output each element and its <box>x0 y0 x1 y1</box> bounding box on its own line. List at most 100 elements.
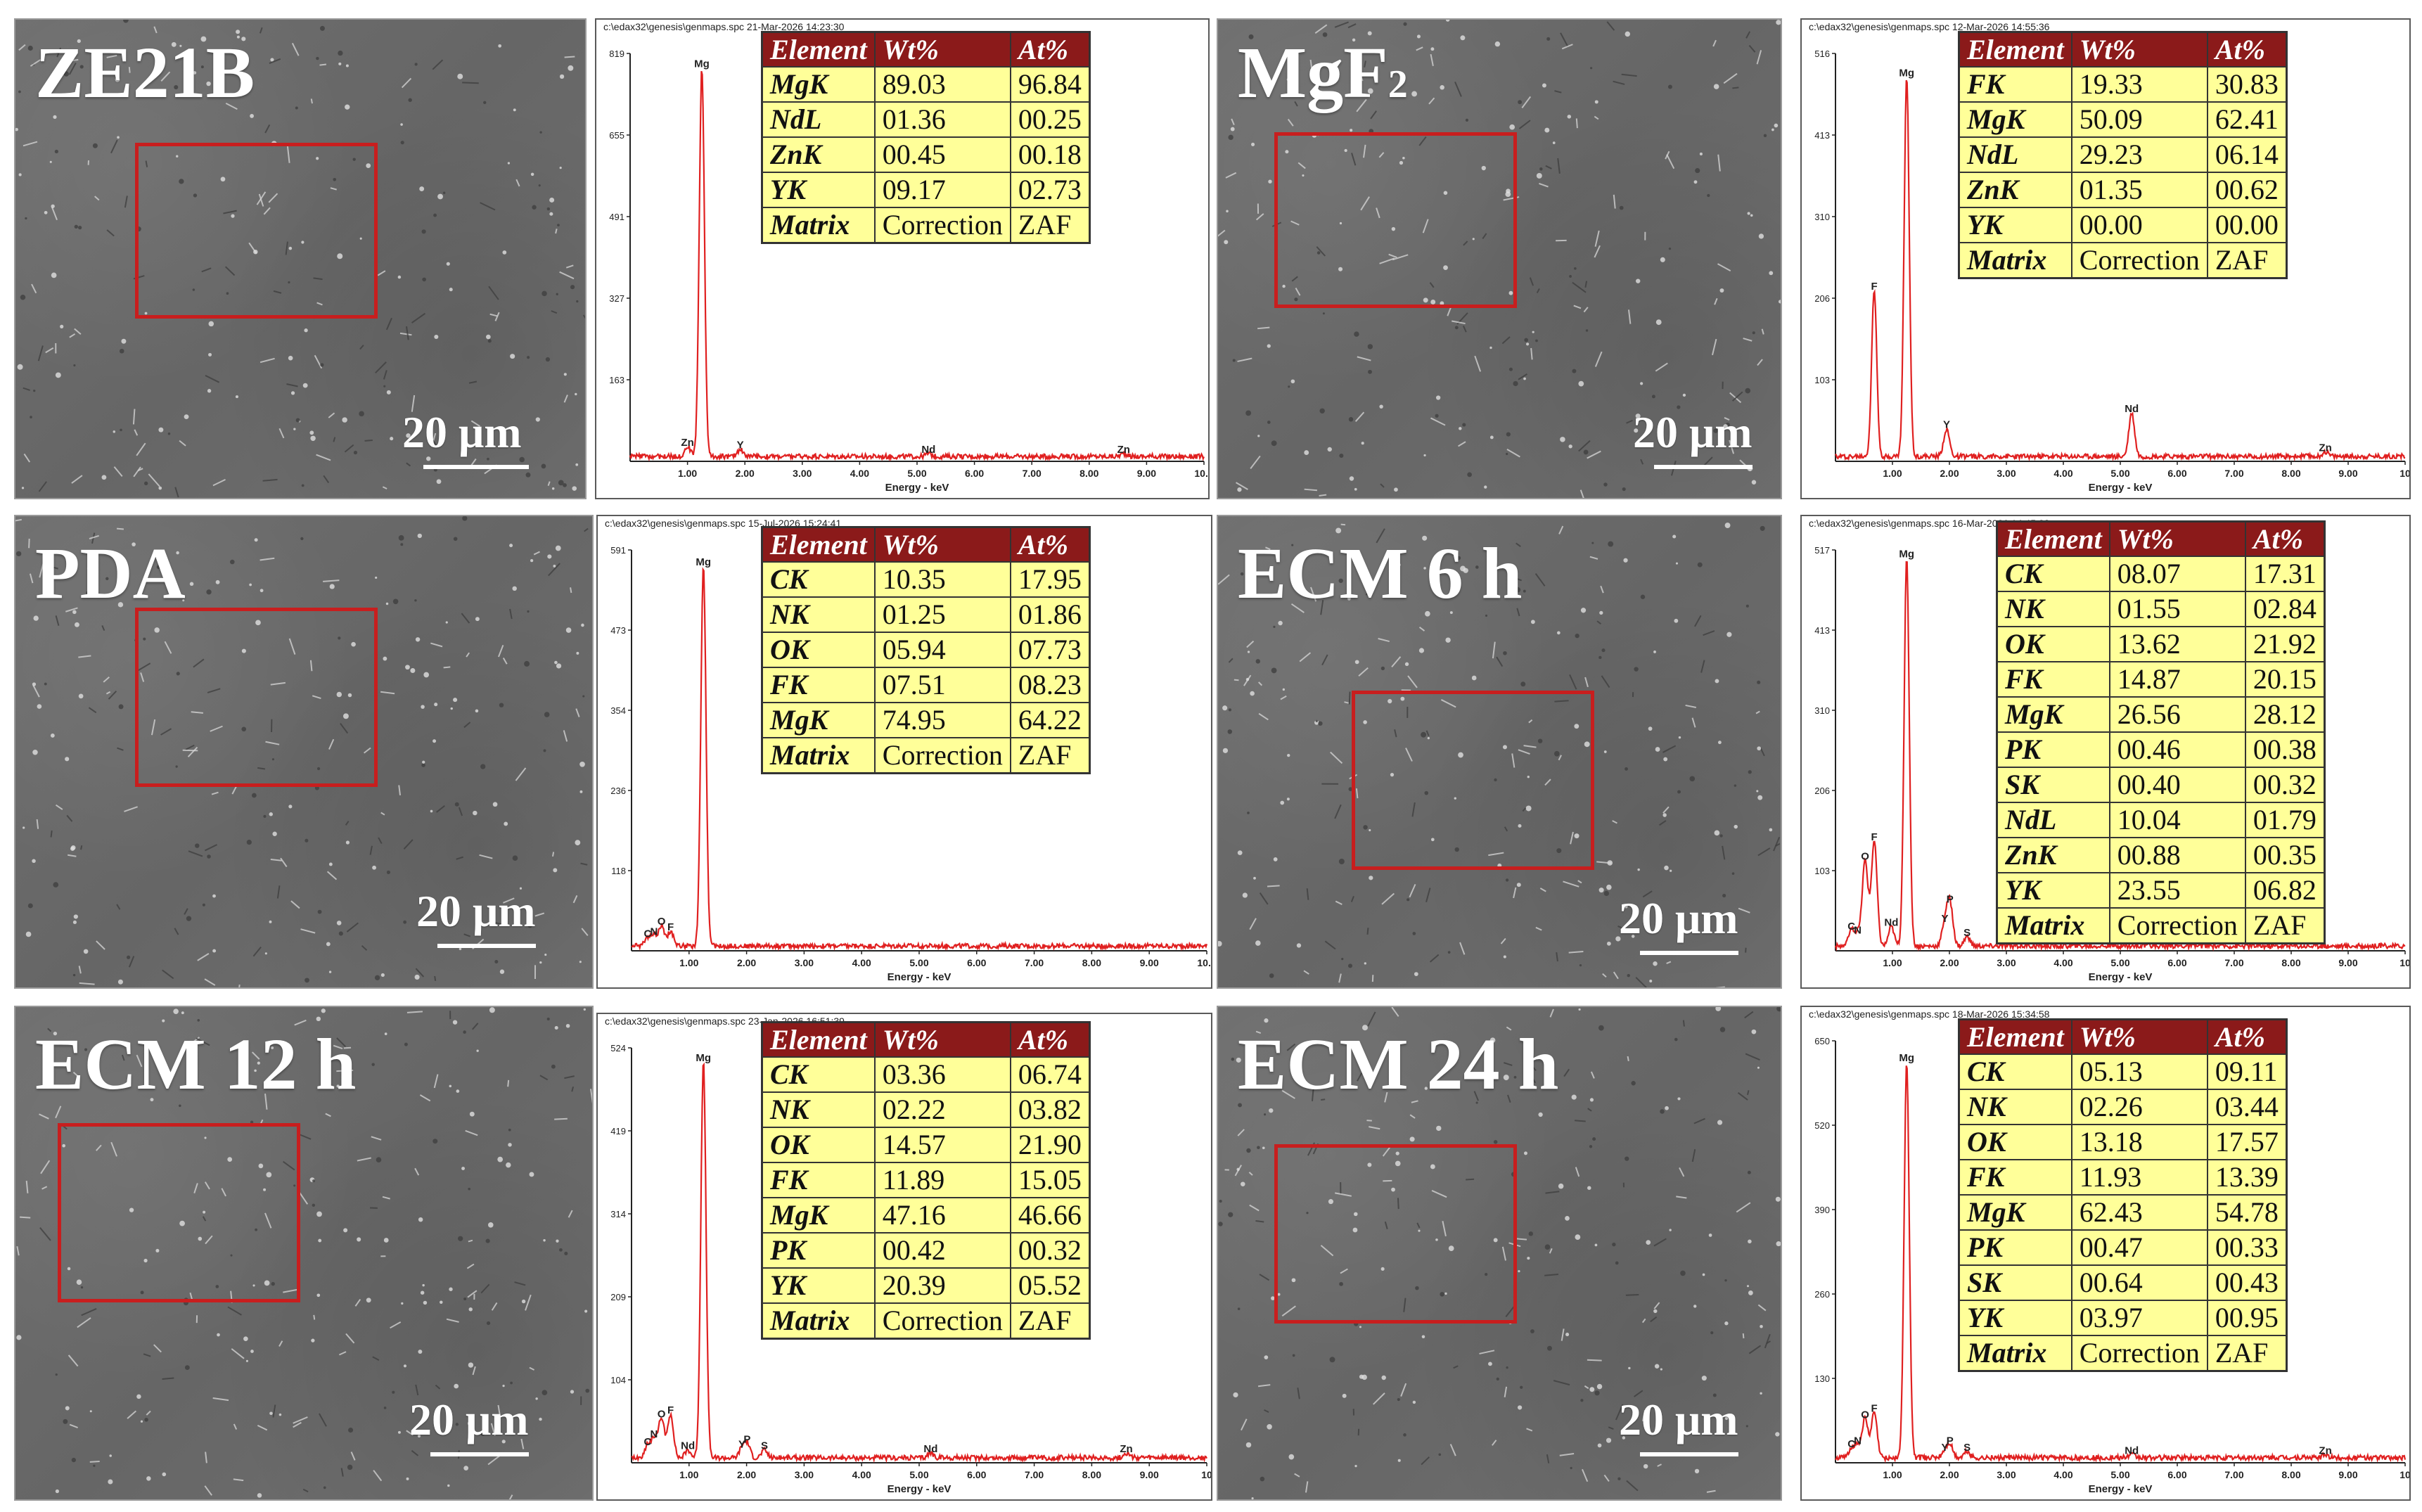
y-tick-label: 206 <box>1814 293 1830 304</box>
table-row: YK 20.39 05.52 <box>761 1267 1091 1304</box>
x-tick-label: 3.00 <box>1997 468 2016 479</box>
peak-label: Y <box>738 1438 745 1450</box>
y-tick-label: 516 <box>1814 49 1830 59</box>
table-row: PK 00.42 00.32 <box>761 1232 1091 1269</box>
peak-label: F <box>1871 831 1877 843</box>
table-row: Matrix Correction ZAF <box>761 1302 1091 1340</box>
element-cell: Matrix <box>761 207 876 244</box>
value-cell: 00.95 <box>2206 1300 2288 1336</box>
y-tick-label: 473 <box>610 625 626 636</box>
x-tick-label: 8.00 <box>2281 1469 2300 1480</box>
column-header: Element <box>761 1021 876 1058</box>
y-tick-label: 819 <box>609 49 624 59</box>
peak-label: Y <box>1942 1442 1949 1454</box>
table-row: NdL 01.36 00.25 <box>761 101 1091 138</box>
value-cell: 03.44 <box>2206 1089 2288 1125</box>
x-tick-label: 7.00 <box>1023 468 1042 479</box>
value-cell: 64.22 <box>1009 702 1091 738</box>
value-cell: 62.41 <box>2206 101 2288 138</box>
value-cell: 14.57 <box>873 1127 1011 1163</box>
value-cell: 89.03 <box>873 66 1011 103</box>
y-tick-label: 103 <box>1814 866 1830 876</box>
table-row: YK 03.97 00.95 <box>1958 1300 2288 1336</box>
x-tick-label: 10 <box>2399 957 2409 968</box>
peak-label: Nd <box>923 1443 937 1455</box>
table-row: SK 00.64 00.43 <box>1958 1264 2288 1301</box>
value-cell: 00.46 <box>2108 731 2246 768</box>
x-tick-label: 10.0 <box>1197 957 1211 968</box>
x-tick-label: 5.00 <box>2110 468 2129 479</box>
element-cell: ZnK <box>1958 172 2072 208</box>
x-axis-label: Energy - keV <box>888 1483 952 1495</box>
sem-micrograph: ECM 12 h 20 μm <box>14 1006 594 1501</box>
table-header-row: Element Wt% At% <box>1996 520 2326 557</box>
x-tick-label: 9.00 <box>2338 1469 2357 1480</box>
y-tick-label: 491 <box>609 212 624 222</box>
peak-label: N <box>1854 924 1862 936</box>
sample-name: ECM 24 h <box>1238 1024 1559 1105</box>
sem-texture <box>15 516 592 987</box>
table-row: ZnK 00.45 00.18 <box>761 136 1091 173</box>
x-tick-label: 1.00 <box>679 957 698 968</box>
element-cell: ZnK <box>761 136 876 173</box>
peak-label: Nd <box>2125 1444 2139 1456</box>
composition-table: Element Wt% At% MgK 89.03 96.84 NdL 01.36 00.25 Z… <box>761 31 1091 244</box>
scale-bar-label: 20 μm <box>402 407 522 457</box>
composition-table: Element Wt% At% FK 19.33 30.83 MgK 50.09 62.41 Nd… <box>1958 31 2288 279</box>
value-cell: 05.13 <box>2070 1053 2208 1090</box>
eds-spectrum-panel: c:\edax32\genesis\genmaps.spc 21-Mar-202… <box>595 18 1210 499</box>
peak-label: P <box>1947 893 1954 905</box>
sample-label: ECM 6 h <box>1238 537 1522 610</box>
peak-label: F <box>1871 1402 1877 1414</box>
x-tick-label: 9.00 <box>2338 957 2357 968</box>
element-cell: FK <box>761 667 876 703</box>
value-cell: ZAF <box>2244 907 2326 944</box>
peak-label: Zn <box>2319 442 2331 454</box>
value-cell: 03.82 <box>1009 1091 1091 1128</box>
x-tick-label: 7.00 <box>1025 1469 1044 1480</box>
y-tick-label: 524 <box>610 1043 626 1053</box>
table-row: NK 02.22 03.82 <box>761 1091 1091 1128</box>
table-row: MgK 50.09 62.41 <box>1958 101 2288 138</box>
sample-label: MgF2 <box>1238 37 1408 110</box>
table-row: CK 03.36 06.74 <box>761 1056 1091 1093</box>
y-tick-label: 517 <box>1814 545 1830 556</box>
column-header: At% <box>1009 526 1091 563</box>
peak-label: Mg <box>696 1052 711 1064</box>
value-cell: Correction <box>2070 1335 2208 1372</box>
x-tick-label: 7.00 <box>2224 1469 2243 1480</box>
element-cell: YK <box>761 1267 876 1304</box>
table-header-row: Element Wt% At% <box>761 31 1091 68</box>
peak-label: S <box>761 1440 768 1452</box>
x-tick-label: 8.00 <box>2281 468 2300 479</box>
x-axis-label: Energy - keV <box>2089 1483 2153 1495</box>
value-cell: 08.23 <box>1009 667 1091 703</box>
column-header: At% <box>2206 31 2288 68</box>
value-cell: 30.83 <box>2206 66 2288 103</box>
value-cell: 00.32 <box>2244 767 2326 803</box>
value-cell: ZAF <box>1009 207 1091 244</box>
peak-label: Zn <box>2319 1444 2331 1456</box>
peak-label: Zn <box>1117 444 1130 456</box>
element-cell: Matrix <box>1958 1335 2072 1372</box>
y-tick-label: 390 <box>1814 1205 1830 1215</box>
peak-label: Mg <box>1899 67 1914 79</box>
element-cell: NK <box>761 1091 876 1128</box>
table-row: NK 01.55 02.84 <box>1996 591 2326 627</box>
element-cell: OK <box>1958 1124 2072 1160</box>
x-tick-label: 1.00 <box>679 1469 698 1480</box>
value-cell: 02.84 <box>2244 591 2326 627</box>
analysis-region-box <box>1274 132 1517 308</box>
element-cell: SK <box>1958 1264 2072 1301</box>
column-header: At% <box>2206 1018 2288 1055</box>
analysis-region-box <box>58 1123 300 1302</box>
x-tick-label: 9.00 <box>1140 957 1159 968</box>
table-row: NK 01.25 01.86 <box>761 596 1091 633</box>
value-cell: 00.64 <box>2070 1264 2208 1301</box>
x-axis-label: Energy - keV <box>888 971 952 983</box>
element-cell: CK <box>1958 1053 2072 1090</box>
value-cell: 23.55 <box>2108 872 2246 909</box>
value-cell: 50.09 <box>2070 101 2208 138</box>
sem-micrograph: PDA 20 μm <box>14 515 594 989</box>
